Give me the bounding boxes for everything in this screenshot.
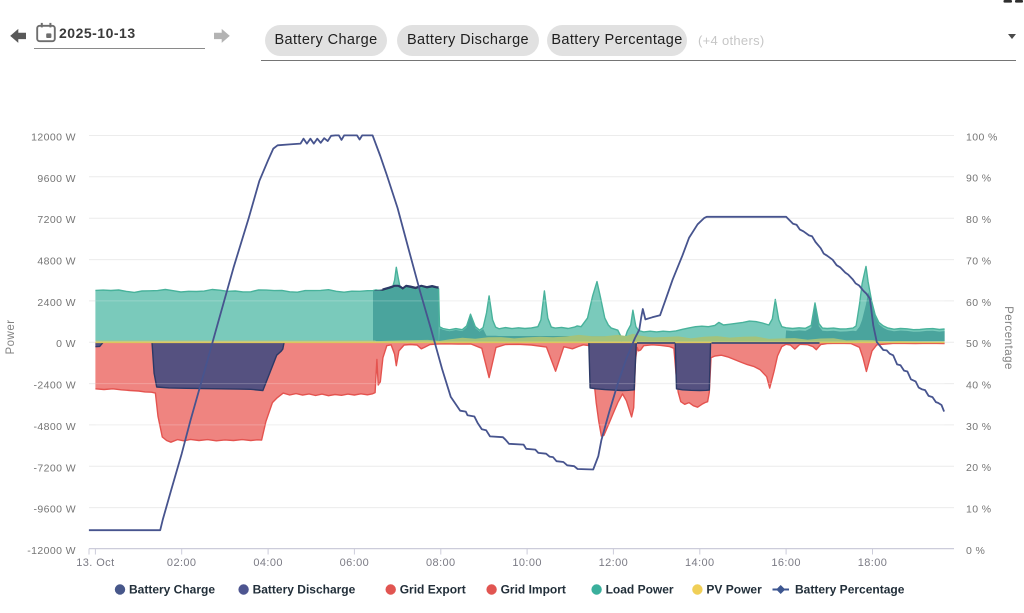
- svg-text:13. Oct: 13. Oct: [76, 557, 114, 569]
- svg-text:10:00: 10:00: [512, 557, 542, 569]
- svg-text:Battery Charge: Battery Charge: [129, 583, 215, 597]
- svg-text:90 %: 90 %: [966, 173, 992, 185]
- svg-text:Grid Export: Grid Export: [400, 583, 466, 597]
- svg-text:-9600 W: -9600 W: [34, 504, 76, 516]
- svg-text:Battery Percentage: Battery Percentage: [795, 583, 905, 597]
- svg-text:0 %: 0 %: [966, 545, 985, 557]
- svg-text:Percentage: Percentage: [1002, 306, 1014, 370]
- svg-text:04:00: 04:00: [253, 557, 283, 569]
- svg-text:02:00: 02:00: [167, 557, 197, 569]
- svg-text:Battery Discharge: Battery Discharge: [253, 583, 356, 597]
- svg-text:100 %: 100 %: [966, 131, 998, 143]
- svg-text:Load Power: Load Power: [606, 583, 674, 597]
- svg-text:12000 W: 12000 W: [31, 132, 76, 144]
- svg-text:60 %: 60 %: [966, 297, 992, 309]
- svg-text:16:00: 16:00: [771, 557, 801, 569]
- svg-text:9600 W: 9600 W: [37, 173, 76, 185]
- svg-text:12:00: 12:00: [599, 557, 629, 569]
- svg-text:-7200 W: -7200 W: [34, 462, 76, 474]
- svg-text:70 %: 70 %: [966, 255, 992, 267]
- svg-text:2400 W: 2400 W: [37, 297, 76, 309]
- svg-text:Grid Import: Grid Import: [501, 583, 566, 597]
- svg-text:40 %: 40 %: [966, 380, 992, 392]
- svg-text:-4800 W: -4800 W: [34, 421, 76, 433]
- svg-text:4800 W: 4800 W: [37, 256, 76, 268]
- svg-text:18:00: 18:00: [858, 557, 888, 569]
- svg-text:0 W: 0 W: [56, 338, 76, 350]
- svg-text:20 %: 20 %: [966, 462, 992, 474]
- svg-text:10 %: 10 %: [966, 504, 992, 516]
- svg-text:06:00: 06:00: [340, 557, 370, 569]
- svg-text:PV Power: PV Power: [706, 583, 762, 597]
- svg-text:50 %: 50 %: [966, 338, 992, 350]
- svg-text:-2400 W: -2400 W: [34, 380, 76, 392]
- svg-text:80 %: 80 %: [966, 214, 992, 226]
- svg-text:7200 W: 7200 W: [37, 214, 76, 226]
- svg-text:-12000 W: -12000 W: [27, 545, 76, 557]
- svg-text:30 %: 30 %: [966, 421, 992, 433]
- svg-text:Power: Power: [5, 319, 17, 354]
- svg-text:14:00: 14:00: [685, 557, 715, 569]
- svg-text:08:00: 08:00: [426, 557, 456, 569]
